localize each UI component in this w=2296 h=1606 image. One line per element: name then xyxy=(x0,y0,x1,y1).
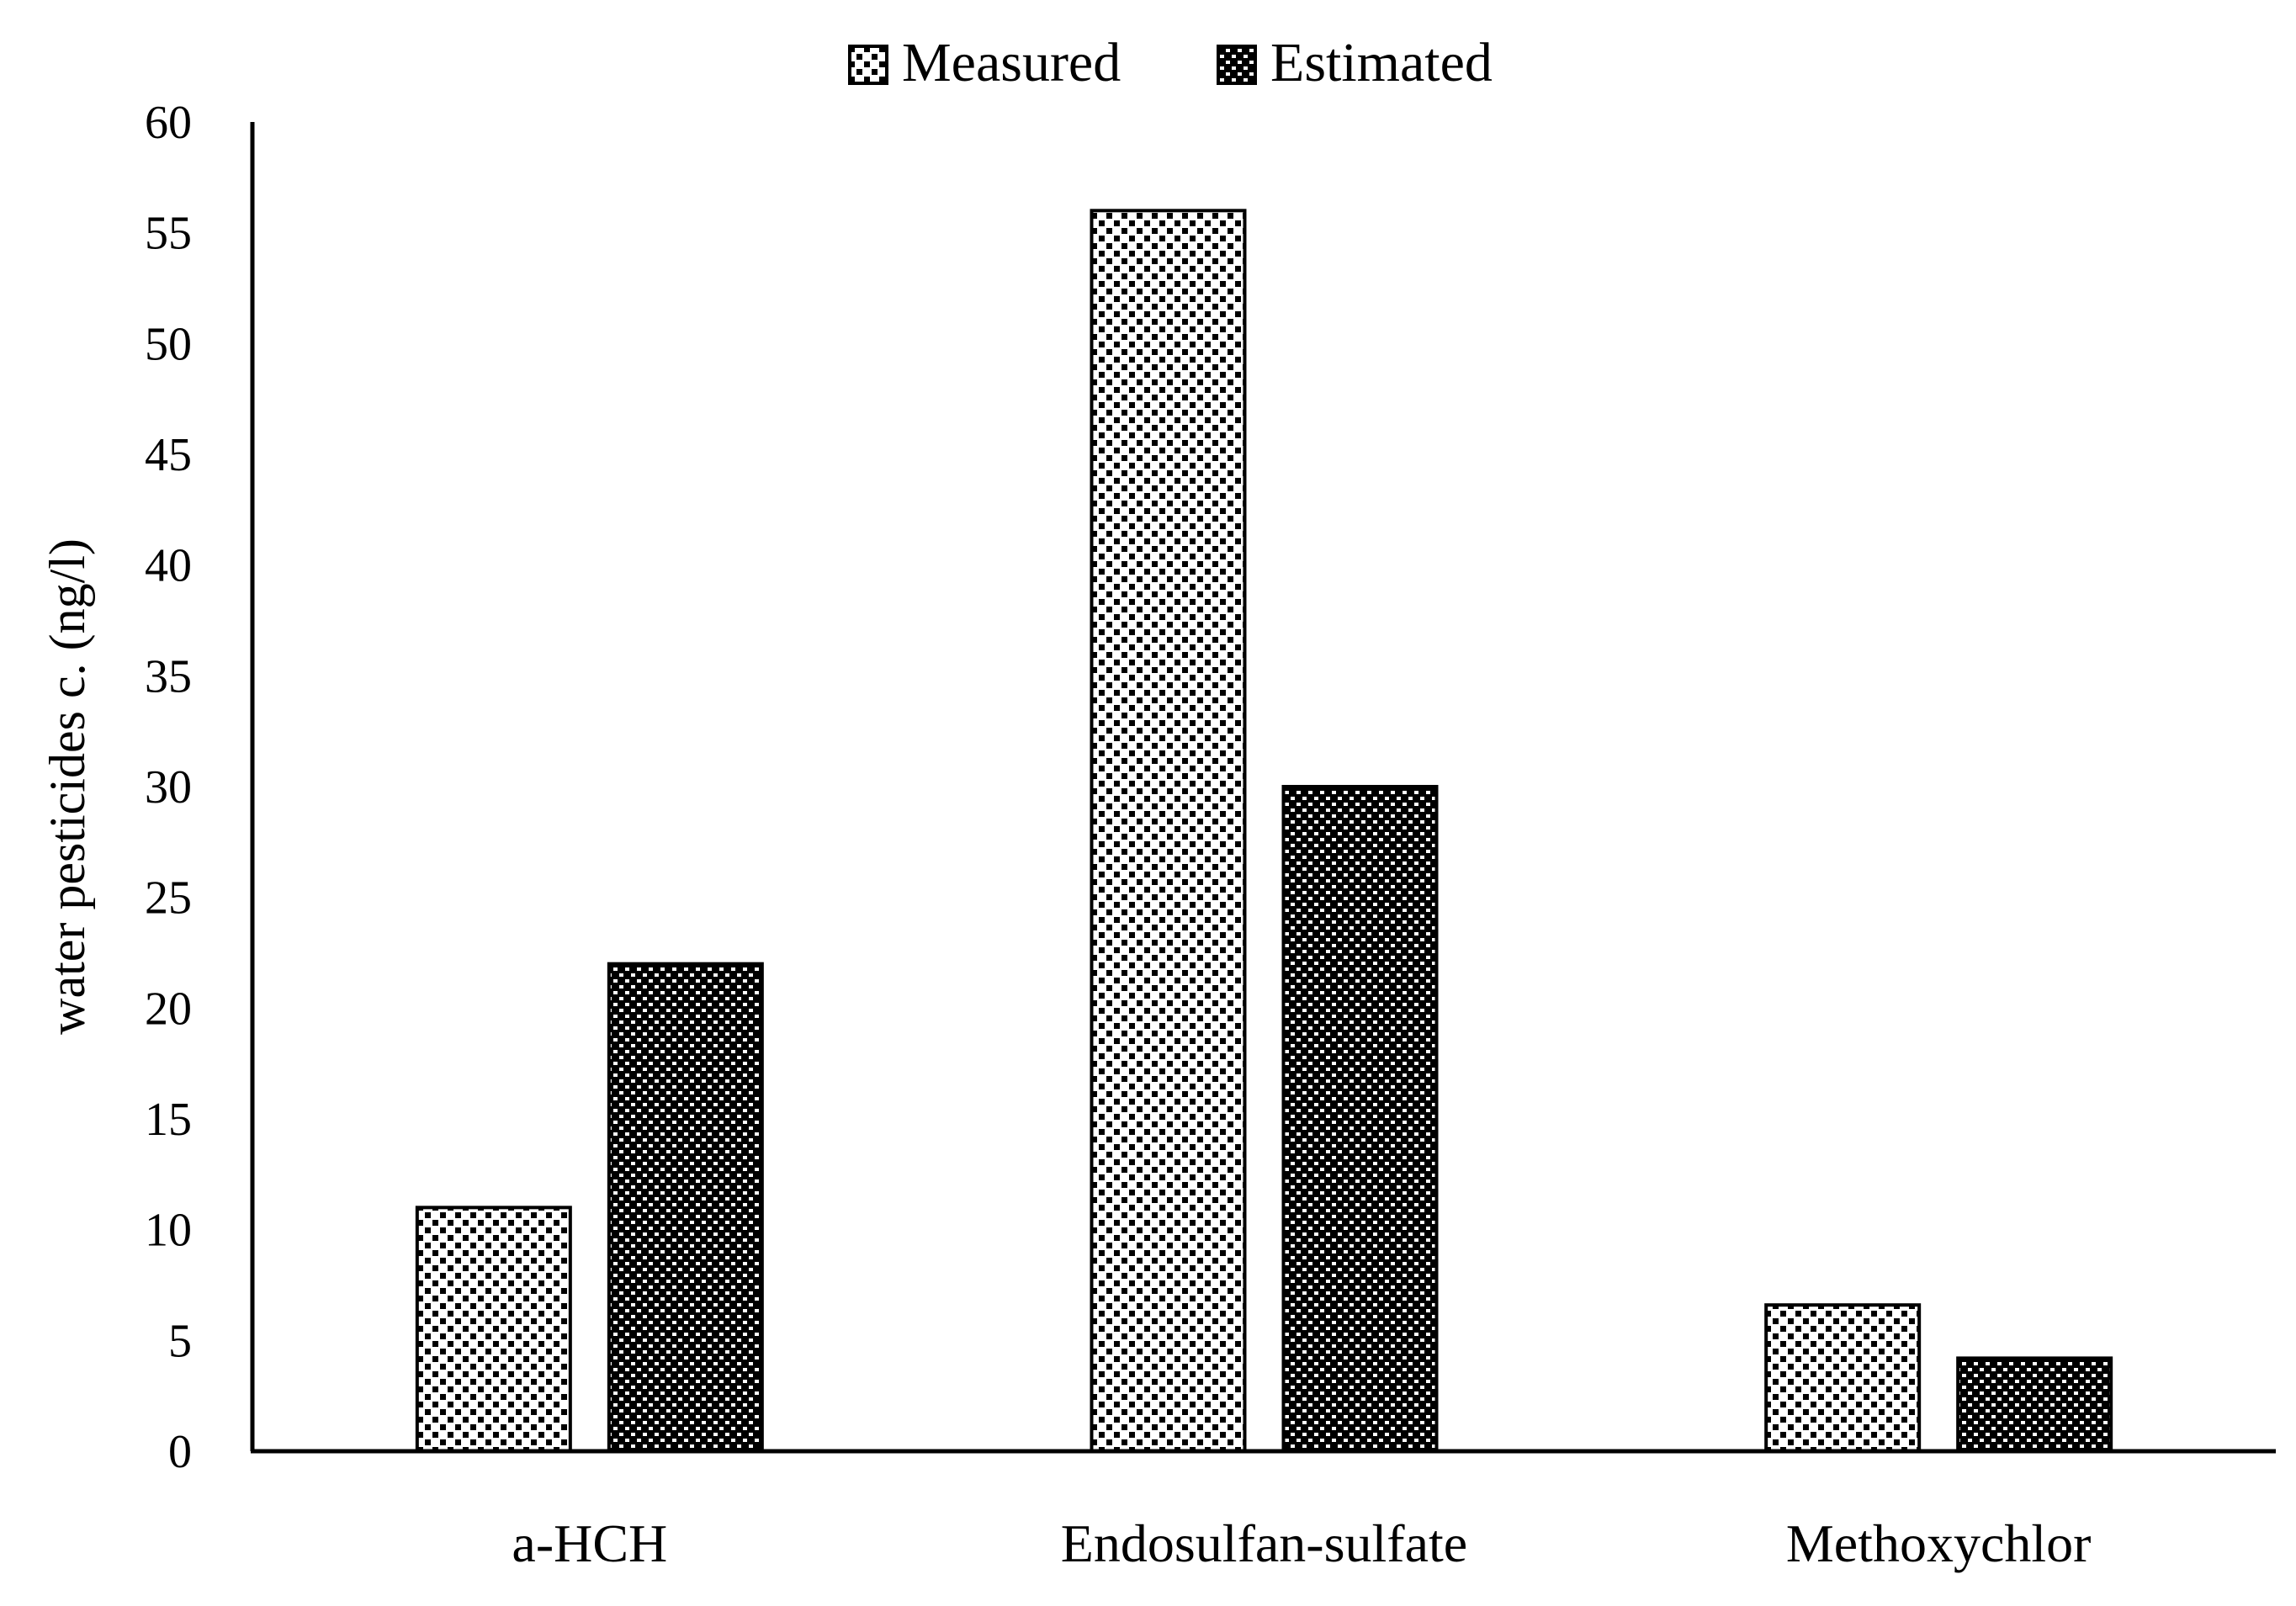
y-tick-label: 45 xyxy=(145,429,192,481)
legend: Measured Estimated xyxy=(848,32,1493,93)
y-axis-ticks: 0 5 10 15 20 25 30 35 40 45 50 55 60 xyxy=(145,97,192,1478)
x-tick-label: a-HCH xyxy=(512,1513,667,1573)
y-tick-label: 15 xyxy=(145,1094,192,1146)
bar-estimated-methoxychlor xyxy=(1956,1356,2113,1454)
legend-swatch-estimated xyxy=(1217,45,1257,85)
legend-swatch-measured xyxy=(848,45,888,85)
y-axis-title: water pesticides c. (ng/l) xyxy=(40,538,95,1035)
y-tick-label: 35 xyxy=(145,650,192,702)
y-tick-label: 60 xyxy=(145,97,192,149)
y-tick-label: 10 xyxy=(145,1205,192,1257)
legend-label-estimated: Estimated xyxy=(1270,32,1493,93)
x-tick-label: Endosulfan-sulfate xyxy=(1061,1513,1467,1573)
bars xyxy=(415,209,2113,1454)
y-tick-label: 20 xyxy=(145,983,192,1035)
bar-measured-endosulfan-sulfate xyxy=(1090,209,1247,1453)
y-tick-label: 5 xyxy=(168,1315,192,1367)
y-tick-label: 50 xyxy=(145,318,192,370)
bar-estimated-a-hch xyxy=(607,962,764,1453)
legend-item-estimated[interactable]: Estimated xyxy=(1217,32,1493,93)
y-tick-label: 0 xyxy=(168,1426,192,1478)
y-tick-label: 25 xyxy=(145,872,192,925)
bar-estimated-endosulfan-sulfate xyxy=(1281,785,1439,1453)
legend-label-measured: Measured xyxy=(902,32,1121,93)
y-tick-label: 40 xyxy=(145,540,192,592)
bar-measured-methoxychlor xyxy=(1764,1303,1922,1453)
bar-measured-a-hch xyxy=(415,1206,572,1454)
y-tick-label: 55 xyxy=(145,208,192,260)
legend-item-measured[interactable]: Measured xyxy=(848,32,1121,93)
y-tick-label: 30 xyxy=(145,761,192,814)
x-axis-labels: a-HCH Endosulfan-sulfate Methoxychlor xyxy=(512,1513,2091,1573)
x-tick-label: Methoxychlor xyxy=(1786,1513,2092,1573)
